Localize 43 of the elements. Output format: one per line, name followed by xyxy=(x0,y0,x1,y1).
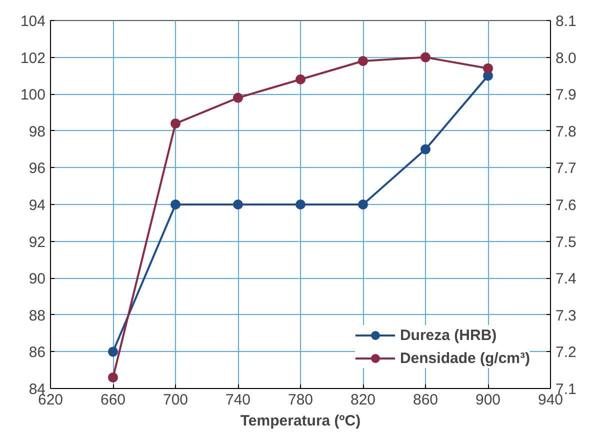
point xyxy=(483,63,493,74)
y-tick-label: 100 xyxy=(20,86,46,104)
point xyxy=(358,56,368,66)
point xyxy=(108,346,118,357)
y-tick-label: 102 xyxy=(20,50,46,67)
point xyxy=(420,52,430,62)
x-tick-label: 900 xyxy=(475,392,501,408)
x-tick-label: 660 xyxy=(100,392,126,408)
point xyxy=(108,372,118,382)
x-tick-label: 780 xyxy=(288,392,314,408)
point xyxy=(233,92,243,103)
y2-tick-label: 7.3 xyxy=(556,307,576,324)
point xyxy=(420,144,430,154)
point xyxy=(296,74,306,84)
y-tick-label: 88 xyxy=(28,307,46,324)
y2-tick-label: 7.5 xyxy=(556,234,576,251)
y2-tick-label: 7.4 xyxy=(556,270,576,288)
y2-tick-label: 8.0 xyxy=(556,50,576,67)
x-axis-title: Temperatura (ºC) xyxy=(240,412,361,430)
y2-tick-label: 7.6 xyxy=(556,197,576,214)
y-tick-label: 90 xyxy=(28,270,46,288)
x-tick-label: 820 xyxy=(350,392,376,408)
y2-tick-label: 7.2 xyxy=(556,344,576,362)
y-tick-label: 94 xyxy=(28,197,46,214)
y-tick-label: 96 xyxy=(28,160,46,178)
point xyxy=(233,200,243,210)
y2-tick-label: 8.1 xyxy=(556,13,576,30)
y2-tick-label: 7.7 xyxy=(556,160,576,178)
y2-tick-label: 7.8 xyxy=(556,123,576,140)
point xyxy=(170,118,180,129)
point xyxy=(170,200,180,210)
point xyxy=(358,200,368,210)
y-tick-label: 86 xyxy=(28,344,46,362)
y-tick-label: 104 xyxy=(20,13,46,30)
x-tick-label: 740 xyxy=(225,392,251,408)
legend-label: Dureza (HRB) xyxy=(400,326,497,344)
legend-label: Densidade (g/cm³) xyxy=(400,350,530,366)
x-tick-label: 860 xyxy=(412,392,438,408)
point xyxy=(296,200,306,210)
y2-tick-label: 7.9 xyxy=(556,86,576,104)
x-tick-label: 700 xyxy=(162,392,188,408)
y-tick-label: 92 xyxy=(28,234,46,251)
y-tick-label: 98 xyxy=(28,123,46,140)
